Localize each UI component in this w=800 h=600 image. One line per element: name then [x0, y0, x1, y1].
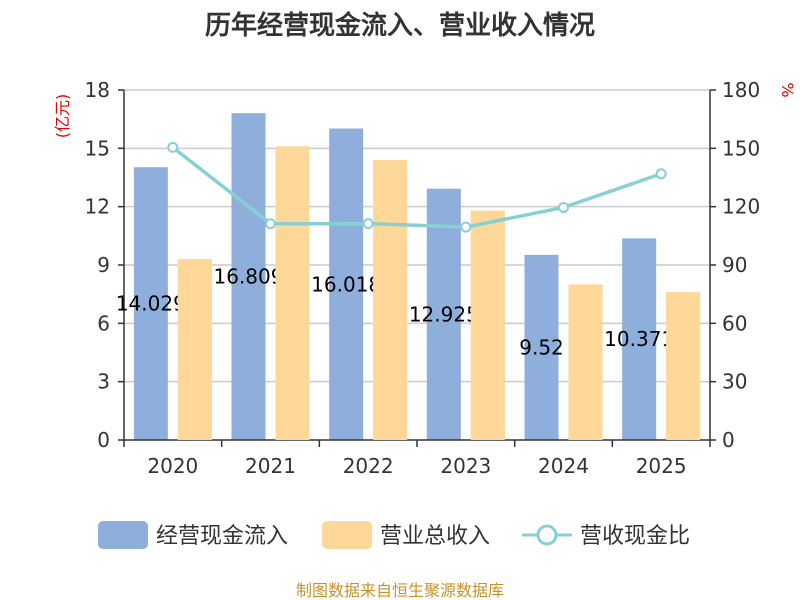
- left-tick-label: 3: [97, 370, 110, 394]
- chart-title: 历年经营现金流入、营业收入情况: [205, 10, 595, 41]
- right-tick-label: 120: [722, 195, 760, 219]
- left-tick-label: 15: [85, 136, 110, 160]
- left-tick-label: 0: [97, 428, 110, 452]
- legend-label-revenue: 营业总收入: [380, 524, 490, 549]
- gridlines: [124, 89, 710, 383]
- data-source: 制图数据来自恒生聚源数据库: [296, 581, 504, 600]
- x-tick-label: 2020: [147, 454, 198, 478]
- data-label-cash-inflow-2025: 10.371: [604, 327, 674, 351]
- left-tick-label: 9: [97, 253, 110, 277]
- x-tick-label: 2022: [343, 454, 394, 478]
- left-tick-label: 18: [85, 78, 110, 102]
- legend-swatch-ratio-marker: [536, 524, 558, 546]
- data-labels: 14.029 16.809 16.018 12.925 9.52 10.371: [116, 141, 701, 440]
- left-axis-unit: (亿元): [53, 94, 72, 139]
- bar-revenue-overlay-2021: [275, 146, 310, 440]
- bar-cash-inflow-2023: [426, 188, 461, 440]
- left-tick-label: 12: [85, 195, 110, 219]
- bar-cash-inflow-2025: [622, 238, 657, 440]
- bar-cash-inflow-2022: [329, 128, 364, 441]
- right-tick-label: 180: [722, 78, 760, 102]
- ratio-series-line: [171, 145, 662, 229]
- ratio-point-2020: [167, 141, 179, 153]
- x-tick-label: 2023: [440, 454, 491, 478]
- ratio-point-2023: [460, 221, 472, 233]
- ratio-point-2025: [655, 168, 667, 180]
- right-tick-label: 90: [722, 253, 747, 277]
- x-tick-label: 2021: [245, 454, 296, 478]
- legend-label-ratio: 营收现金比: [580, 524, 690, 549]
- right-tick-label: 150: [722, 136, 760, 160]
- ratio-point-2022: [362, 218, 374, 230]
- bar-revenue-overlay-2022: [373, 160, 408, 440]
- bar-revenue-overlay-2023: [470, 210, 505, 440]
- data-label-cash-inflow-2024: 9.52: [519, 335, 564, 359]
- data-label-cash-inflow-2021: 16.809: [214, 265, 284, 289]
- data-label-cash-inflow-2022: 16.018: [311, 272, 381, 296]
- right-tick-label: 0: [722, 428, 735, 452]
- legend: 经营现金流入 营业总收入 营收现金比: [98, 521, 690, 549]
- legend-label-cash-inflow: 经营现金流入: [156, 524, 288, 549]
- bar-revenue-overlay-2020: [177, 259, 212, 440]
- legend-swatch-cash-inflow: [98, 521, 148, 549]
- x-tick-label: 2024: [538, 454, 589, 478]
- right-tick-label: 60: [722, 311, 747, 335]
- data-label-cash-inflow-2023: 12.925: [409, 302, 479, 326]
- ratio-point-2021: [265, 218, 276, 230]
- bar-revenue-overlay-2024: [568, 284, 603, 440]
- x-tick-label: 2025: [636, 454, 687, 478]
- bar-cash-inflow-2021: [231, 113, 266, 441]
- bar-cash-inflow-2020: [133, 167, 168, 441]
- ratio-point-2024: [558, 201, 569, 213]
- bar-cash-inflow-2024: [524, 254, 559, 440]
- bar-revenue-overlay-2025: [666, 292, 701, 440]
- data-label-cash-inflow-2020: 14.029: [116, 292, 186, 316]
- legend-swatch-revenue: [322, 521, 372, 549]
- left-tick-label: 6: [97, 311, 110, 335]
- right-axis-unit: %: [778, 82, 797, 97]
- right-tick-label: 30: [722, 370, 747, 394]
